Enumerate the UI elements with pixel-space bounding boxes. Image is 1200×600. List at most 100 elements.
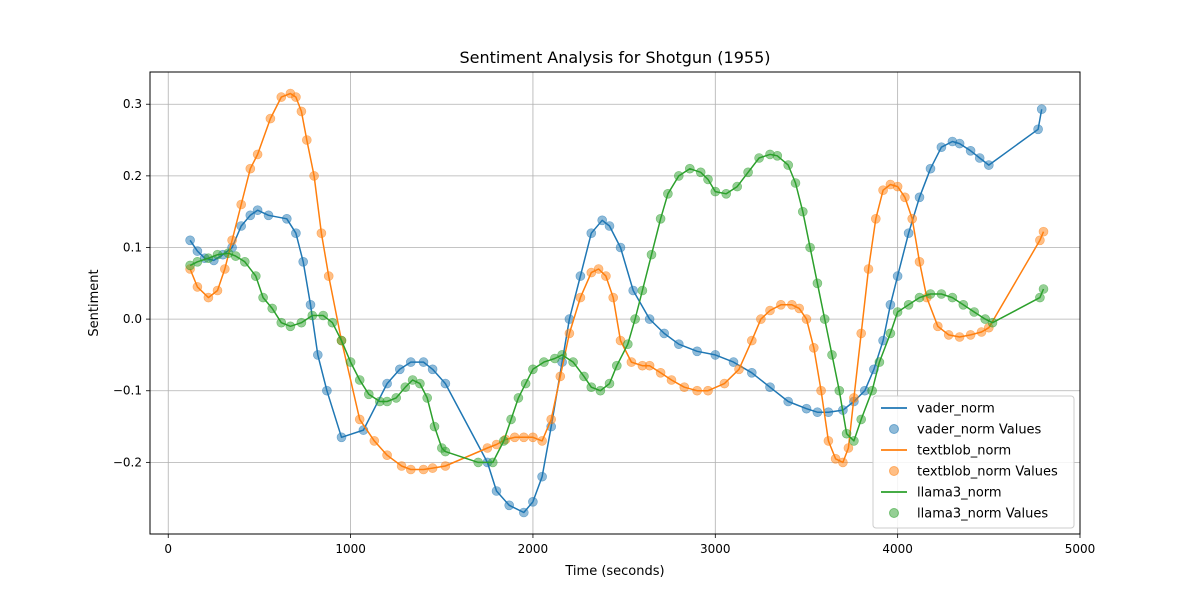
data-point-llama3_norm [345, 357, 356, 367]
data-point-textblob_norm [418, 464, 429, 475]
data-point-vader_norm [192, 246, 203, 256]
data-point-llama3_norm [841, 428, 852, 439]
data-point-llama3_norm [797, 206, 808, 217]
data-point-llama3_norm [936, 289, 947, 299]
data-point-llama3_norm [646, 249, 657, 260]
data-point-textblob_norm [838, 457, 848, 468]
data-point-llama3_norm [903, 299, 914, 310]
data-point-textblob_norm [236, 199, 246, 210]
data-point-textblob_norm [878, 185, 888, 195]
data-point-vader_norm [954, 138, 965, 149]
data-point-vader_norm [586, 228, 597, 238]
data-point-vader_norm [263, 210, 274, 221]
data-point-textblob_norm [354, 414, 365, 425]
data-point-textblob_norm [914, 256, 925, 267]
series-layer [185, 88, 1049, 518]
data-point-textblob_norm [976, 327, 987, 337]
data-point-vader_norm [746, 367, 757, 378]
data-point-vader_norm [537, 471, 547, 482]
data-point-llama3_norm [695, 167, 706, 178]
data-point-textblob_norm [192, 282, 203, 292]
data-point-llama3_norm [856, 414, 867, 425]
data-point-llama3_norm [382, 396, 392, 407]
data-point-vader_norm [518, 507, 529, 518]
data-point-textblob_norm [666, 375, 677, 385]
plot-frame [149, 71, 1081, 535]
data-point-llama3_norm [812, 278, 823, 289]
data-point-llama3_norm [604, 378, 615, 389]
data-point-textblob_norm [296, 106, 307, 117]
x-tick-label: 3000 [700, 542, 731, 556]
data-point-vader_norm [394, 364, 405, 375]
data-point-vader_norm [728, 357, 739, 367]
data-point-vader_norm [914, 192, 925, 203]
data-point-vader_norm [322, 385, 332, 396]
data-point-vader_norm [903, 228, 914, 238]
data-point-vader_norm [673, 339, 684, 350]
data-point-llama3_norm [473, 457, 484, 468]
data-point-vader_norm [710, 350, 721, 360]
data-point-llama3_norm [721, 189, 732, 199]
data-point-llama3_norm [203, 253, 214, 264]
data-point-vader_norm [1036, 104, 1047, 114]
data-point-llama3_norm [595, 385, 606, 396]
data-point-vader_norm [575, 271, 586, 281]
data-point-llama3_norm [230, 251, 241, 261]
data-point-llama3_norm [611, 360, 622, 371]
data-point-textblob_norm [703, 385, 713, 396]
data-point-llama3_norm [539, 357, 549, 367]
data-point-vader_norm [236, 221, 246, 231]
data-point-vader_norm [185, 235, 195, 246]
data-point-textblob_norm [276, 92, 287, 102]
data-point-textblob_norm [301, 135, 312, 145]
data-point-textblob_norm [765, 305, 775, 316]
data-point-vader_norm [983, 160, 994, 170]
data-point-textblob_norm [291, 92, 301, 102]
data-point-vader_norm [491, 486, 502, 496]
y-tick-label: −0.1 [113, 384, 142, 398]
data-point-llama3_norm [251, 271, 261, 281]
y-tick-label: 0.3 [123, 97, 142, 111]
data-point-llama3_norm [772, 151, 783, 161]
data-point-llama3_norm [528, 364, 538, 375]
data-point-llama3_norm [925, 289, 936, 299]
data-point-vader_norm [869, 364, 879, 375]
data-point-textblob_norm [227, 235, 237, 246]
data-point-textblob_norm [405, 464, 416, 475]
data-point-llama3_norm [498, 436, 509, 446]
legend-marker-swatch [889, 466, 899, 476]
data-point-vader_norm [925, 163, 936, 174]
data-point-textblob_norm [892, 181, 903, 192]
legend-box [872, 395, 1075, 529]
data-point-vader_norm [312, 350, 323, 360]
data-point-vader_norm [801, 403, 812, 414]
data-point-llama3_norm [258, 292, 268, 303]
data-point-llama3_norm [969, 307, 980, 317]
chart-title: Sentiment Analysis for Shotgun (1955) [460, 48, 771, 67]
data-point-textblob_norm [954, 332, 965, 342]
data-point-llama3_norm [429, 421, 440, 432]
legend-label: textblob_norm Values [917, 465, 1058, 480]
data-point-llama3_norm [622, 339, 633, 350]
data-point-llama3_norm [874, 357, 885, 367]
data-point-llama3_norm [743, 167, 753, 178]
data-point-textblob_norm [1035, 235, 1045, 246]
data-point-llama3_norm [487, 457, 498, 468]
legend-marker-swatch [889, 508, 899, 518]
y-tick-label: −0.2 [113, 455, 142, 469]
data-point-llama3_norm [914, 292, 925, 303]
data-point-vader_norm [298, 256, 309, 267]
data-point-textblob_norm [593, 264, 604, 274]
data-point-textblob_norm [900, 192, 910, 203]
data-point-vader_norm [597, 215, 608, 226]
data-point-llama3_norm [867, 385, 877, 396]
data-point-textblob_norm [863, 264, 874, 274]
data-point-textblob_norm [396, 461, 407, 471]
data-point-llama3_norm [987, 317, 998, 328]
data-point-vader_norm [291, 228, 301, 238]
data-point-llama3_norm [947, 292, 958, 303]
data-point-textblob_norm [849, 393, 859, 403]
data-point-textblob_norm [679, 382, 690, 393]
legend: vader_norm vader_norm Values textblob_norm… [872, 395, 1075, 529]
data-point-llama3_norm [834, 385, 845, 396]
